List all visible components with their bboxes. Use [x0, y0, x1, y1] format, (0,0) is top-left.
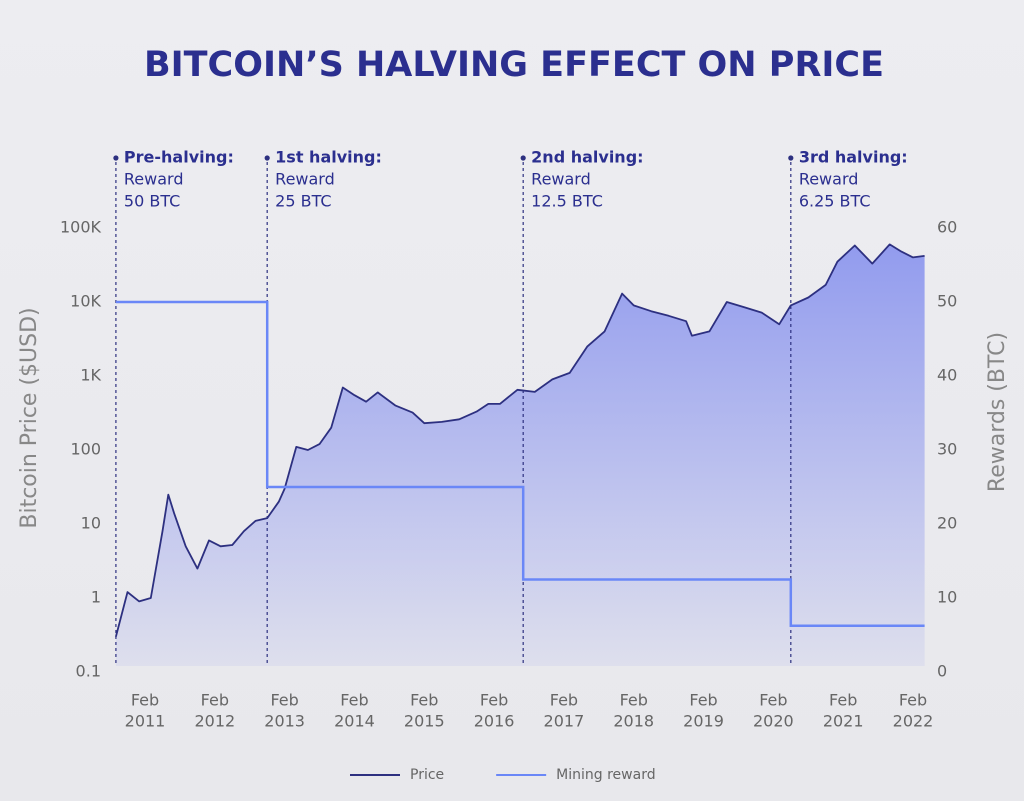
- price-line: [115, 243, 925, 637]
- y-axis-title: Bitcoin Price ($USD): [17, 307, 42, 528]
- y-tick-label: 100: [70, 440, 101, 459]
- halving-text: Reward: [531, 170, 591, 189]
- halving-text: Reward: [275, 170, 335, 189]
- halving-text: 12.5 BTC: [531, 192, 603, 211]
- halving-text: 6.25 BTC: [799, 192, 871, 211]
- x-tick-label: Feb: [620, 691, 648, 710]
- x-tick-label: 2022: [893, 712, 934, 731]
- y2-tick-label: 50: [937, 292, 957, 311]
- halving-text: 25 BTC: [275, 192, 331, 211]
- y-tick-label: 0.1: [76, 662, 101, 681]
- halving-text: 50 BTC: [124, 192, 180, 211]
- halving-text: Reward: [799, 170, 859, 189]
- x-tick-label: 2012: [194, 712, 235, 731]
- halving-title: Pre-halving:: [124, 148, 234, 167]
- x-tick-label: 2013: [264, 712, 305, 731]
- y2-tick-label: 10: [937, 588, 957, 607]
- y-tick-label: 100K: [60, 218, 102, 237]
- x-tick-label: 2019: [683, 712, 724, 731]
- y-tick-label: 1: [91, 588, 101, 607]
- legend-label: Price: [410, 767, 444, 783]
- x-tick-label: Feb: [480, 691, 508, 710]
- x-tick-label: 2011: [125, 712, 166, 731]
- x-tick-label: Feb: [689, 691, 717, 710]
- x-tick-label: 2014: [334, 712, 375, 731]
- halving-title: 2nd halving:: [531, 148, 643, 167]
- y-tick-label: 1K: [80, 366, 101, 385]
- y-tick-label: 10K: [70, 292, 101, 311]
- y2-axis-title: Rewards (BTC): [985, 332, 1010, 492]
- x-tick-label: Feb: [410, 691, 438, 710]
- y2-tick-label: 20: [937, 514, 957, 533]
- y2-tick-label: 0: [937, 662, 947, 681]
- x-tick-label: Feb: [550, 691, 578, 710]
- x-tick-label: 2017: [544, 712, 585, 731]
- y2-tick-label: 60: [937, 218, 957, 237]
- x-tick-label: 2015: [404, 712, 445, 731]
- legend-label: Mining reward: [556, 767, 655, 783]
- halving-dot: [788, 155, 794, 161]
- halving-text: Reward: [124, 170, 184, 189]
- x-tick-label: 2020: [753, 712, 794, 731]
- reward-line: [115, 300, 925, 628]
- halving-title: 3rd halving:: [799, 148, 908, 167]
- y2-tick-label: 40: [937, 366, 957, 385]
- x-tick-label: Feb: [270, 691, 298, 710]
- x-tick-label: 2016: [474, 712, 515, 731]
- x-tick-label: 2021: [823, 712, 864, 731]
- x-tick-label: Feb: [201, 691, 229, 710]
- halving-title: 1st halving:: [275, 148, 382, 167]
- x-tick-label: Feb: [340, 691, 368, 710]
- halving-dot: [520, 155, 526, 161]
- x-tick-label: Feb: [131, 691, 159, 710]
- x-tick-label: Feb: [899, 691, 927, 710]
- x-tick-label: Feb: [759, 691, 787, 710]
- price-area: [115, 244, 925, 666]
- halving-dot: [264, 155, 270, 161]
- x-tick-label: 2018: [613, 712, 654, 731]
- x-tick-label: Feb: [829, 691, 857, 710]
- y2-tick-label: 30: [937, 440, 957, 459]
- y-tick-label: 10: [81, 514, 101, 533]
- chart-title: BITCOIN’S HALVING EFFECT ON PRICE: [144, 45, 884, 85]
- halving-dot: [113, 155, 119, 161]
